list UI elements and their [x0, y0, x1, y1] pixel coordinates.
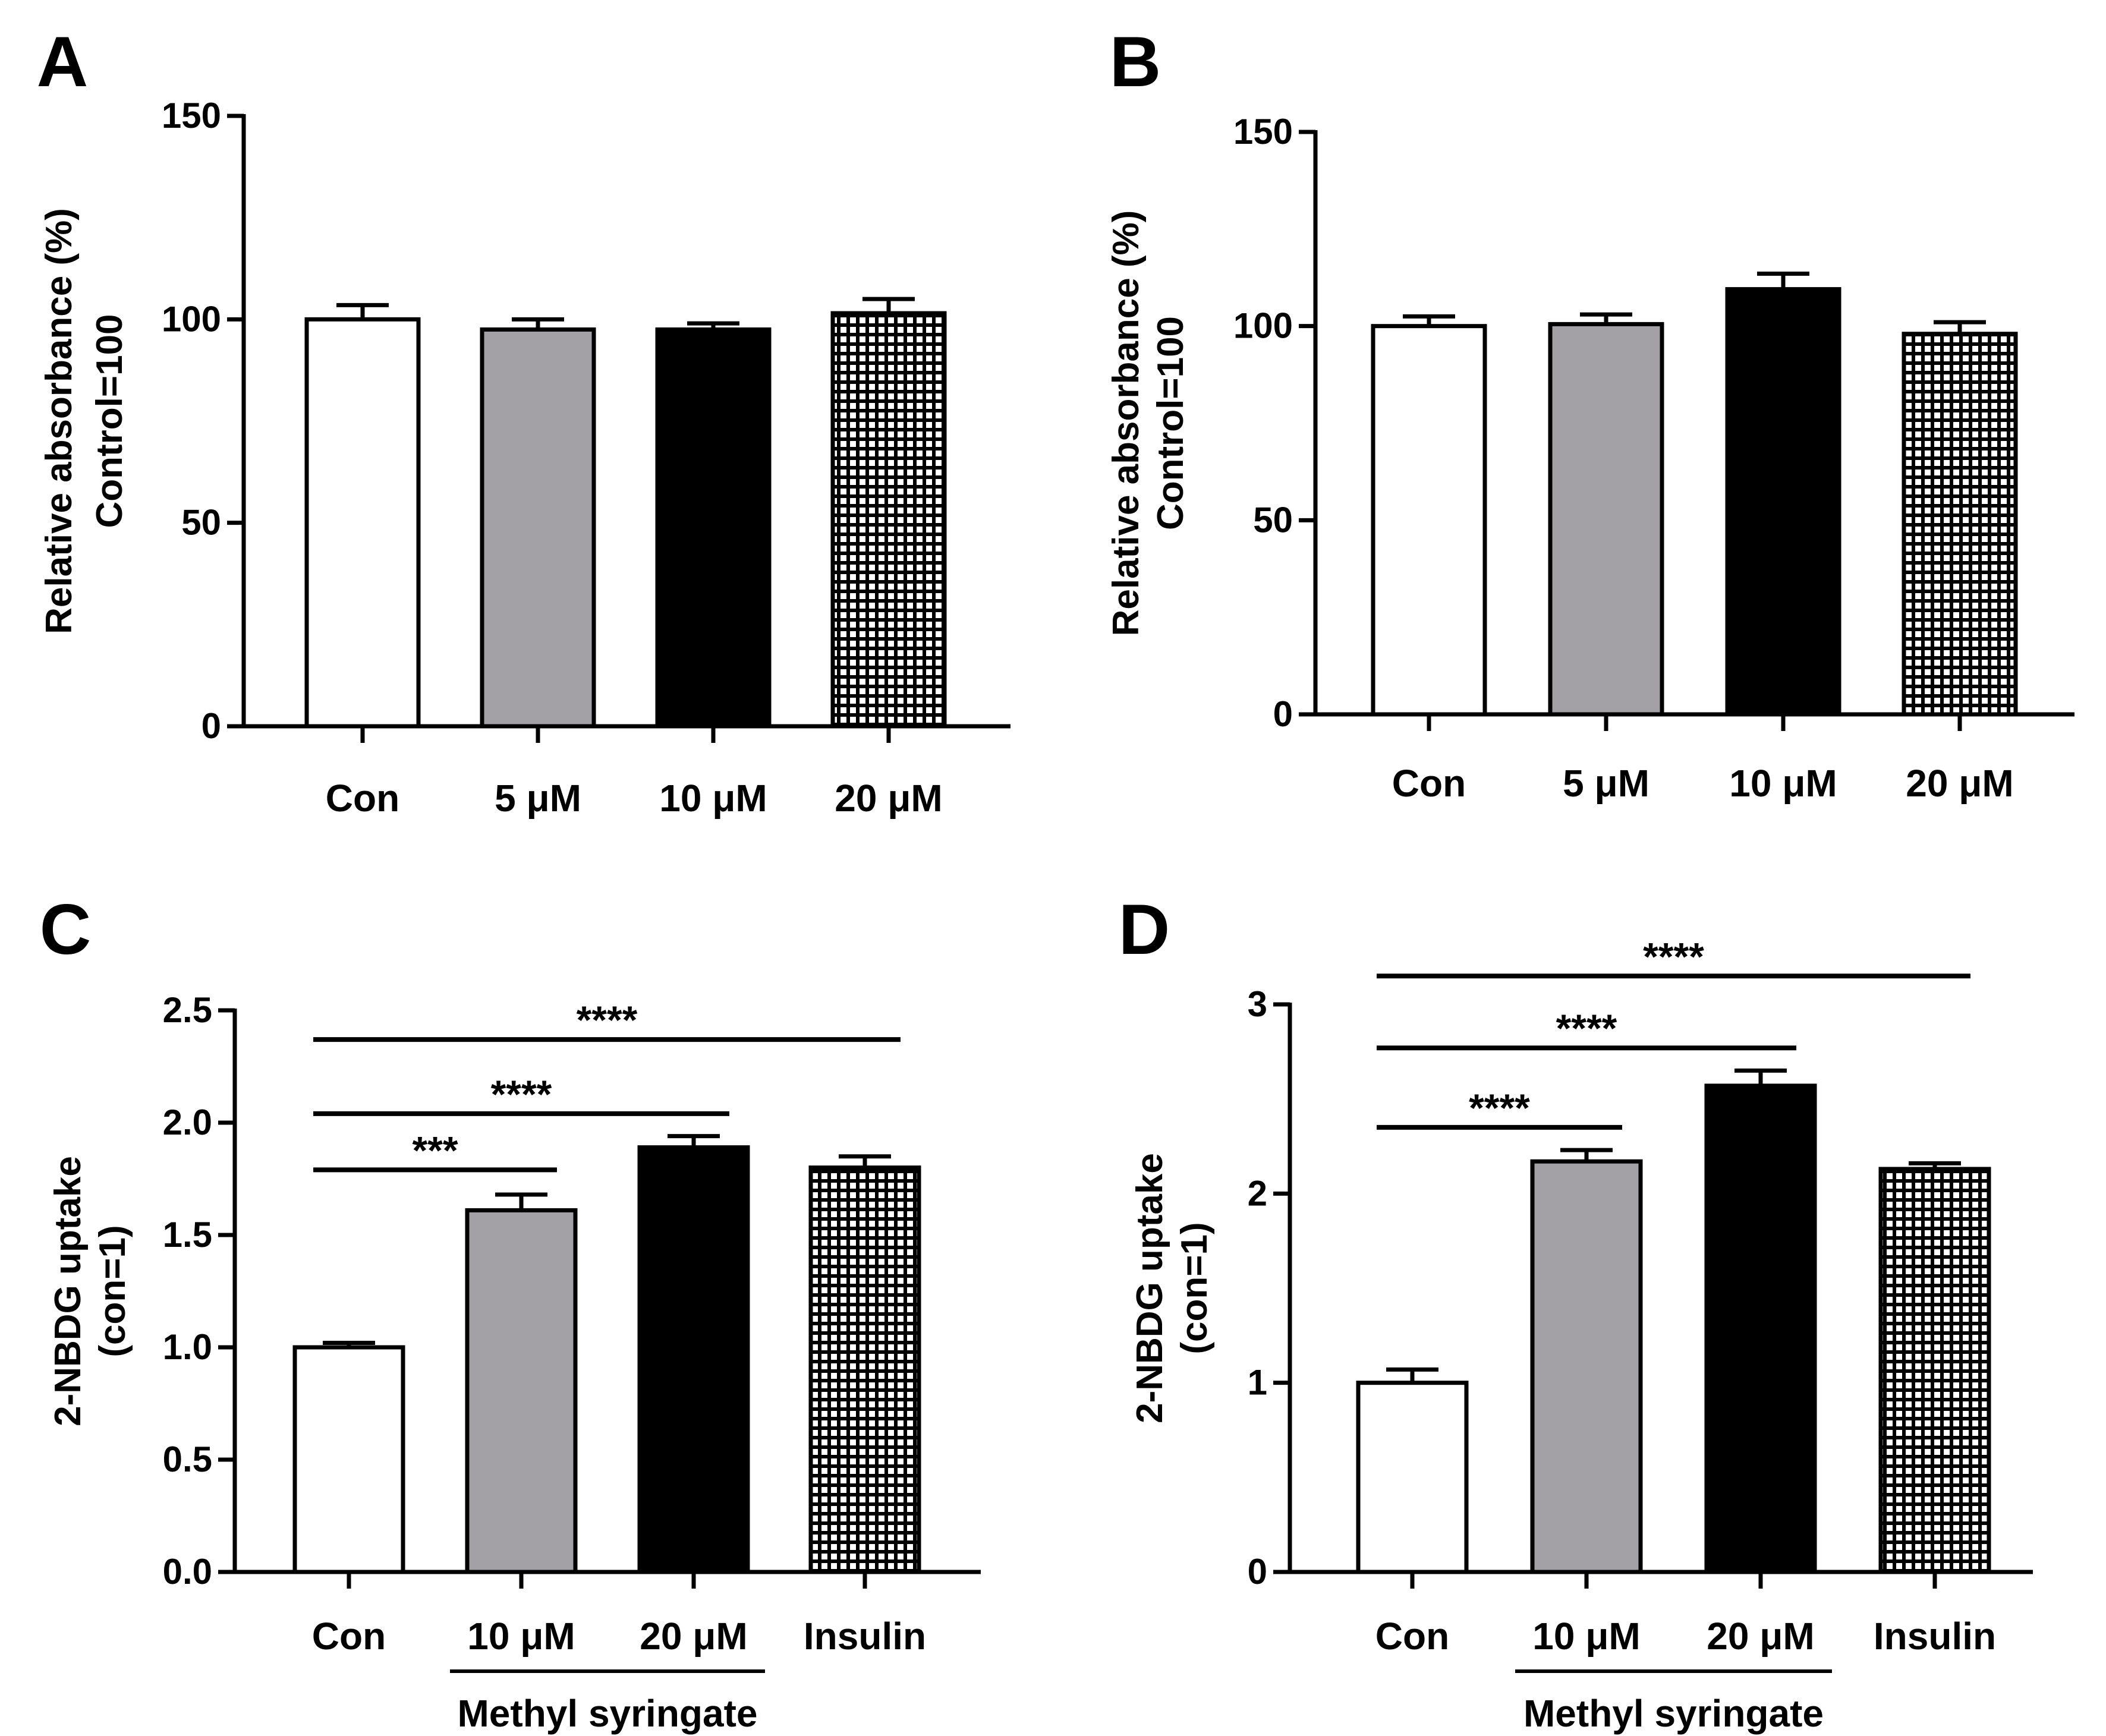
bar: [1371, 324, 1487, 717]
y-tick-label: 2: [1248, 1173, 1267, 1213]
x-tick-label: 20 μM: [1906, 762, 2013, 805]
x-tick-label: 5 μM: [1563, 762, 1649, 805]
y-axis-title-line2: (con=1): [92, 1225, 133, 1357]
bar: [1878, 1167, 1991, 1574]
significance-label: ****: [1469, 1086, 1530, 1130]
x-tick-label: 10 μM: [467, 1615, 575, 1658]
panel-a: A Relative absorbance (%) Control=100 0 50 10…: [37, 22, 1010, 820]
y-tick-label: 100: [162, 299, 221, 339]
y-tick-label: 100: [1233, 306, 1293, 346]
y-tick-label: 0: [1273, 694, 1293, 734]
y-tick-label: 2.5: [163, 990, 212, 1030]
y-tick-label: 1.5: [163, 1215, 212, 1255]
panel-c: C 2-NBDG uptake (con=1) 0.0 0.5 1.0 1.5 2.0 2.5 C…: [40, 890, 981, 1735]
y-axis-title-line2: (con=1): [1174, 1222, 1215, 1354]
y-tick-label: 0: [202, 706, 221, 746]
bar: [1725, 287, 1841, 717]
significance-label: ****: [1556, 1006, 1617, 1050]
panel-d: D 2-NBDG uptake (con=1) 0 1 2 3 Con 10 μM 20 μM In…: [1119, 890, 2033, 1735]
bar: [1530, 1159, 1643, 1574]
panel-label: C: [40, 890, 92, 969]
x-tick-label: 20 μM: [640, 1615, 747, 1658]
bar: [808, 1165, 921, 1574]
bar: [1704, 1083, 1817, 1574]
bar: [655, 327, 772, 729]
bar: [304, 317, 421, 729]
significance-label: ****: [491, 1072, 552, 1116]
x-tick-label: Insulin: [1874, 1615, 1996, 1658]
y-axis-title-line1: Relative absorbance (%): [39, 208, 80, 634]
group-label: Methyl syringate: [457, 1692, 757, 1735]
bar: [1356, 1381, 1469, 1574]
x-tick-label: 20 μM: [1707, 1615, 1814, 1658]
bar: [292, 1345, 405, 1574]
y-tick-label: 0.0: [163, 1552, 212, 1592]
x-tick-label: 10 μM: [659, 777, 767, 820]
significance-label: ****: [577, 998, 638, 1042]
x-tick-label: 20 μM: [835, 777, 942, 820]
bar: [830, 311, 947, 729]
x-tick-label: Con: [326, 777, 399, 820]
panel-label: B: [1110, 22, 1161, 102]
y-tick-label: 1: [1248, 1363, 1267, 1403]
x-tick-label: 5 μM: [495, 777, 581, 820]
panel-b: B Relative absorbance (%) Control=100 0 50 10…: [1106, 22, 2074, 805]
panel-label: D: [1119, 890, 1170, 969]
y-tick-label: 150: [162, 96, 221, 136]
y-tick-label: 3: [1248, 984, 1267, 1024]
x-tick-label: 10 μM: [1532, 1615, 1640, 1658]
bar: [1548, 322, 1664, 717]
bar: [637, 1145, 750, 1574]
y-tick-label: 50: [181, 503, 221, 543]
x-tick-label: 10 μM: [1729, 762, 1837, 805]
y-tick-label: 50: [1253, 500, 1293, 540]
bar: [480, 327, 596, 729]
y-tick-label: 0: [1248, 1552, 1267, 1592]
bar: [1902, 332, 2018, 717]
y-tick-label: 150: [1233, 112, 1293, 152]
y-tick-label: 2.0: [163, 1102, 212, 1142]
bar: [465, 1208, 578, 1574]
y-axis-title-line2: Control=100: [89, 314, 130, 528]
y-axis-title-line2: Control=100: [1150, 316, 1191, 530]
group-label: Methyl syringate: [1523, 1692, 1824, 1735]
y-tick-label: 1.0: [163, 1327, 212, 1367]
y-axis-title-line1: 2-NBDG uptake: [48, 1156, 89, 1426]
y-axis-title-line1: 2-NBDG uptake: [1129, 1153, 1170, 1423]
significance-label: ****: [1643, 934, 1704, 978]
x-tick-label: Con: [1375, 1615, 1449, 1658]
x-tick-label: Insulin: [804, 1615, 926, 1658]
y-axis-title-line1: Relative absorbance (%): [1106, 210, 1147, 637]
x-tick-label: Con: [312, 1615, 386, 1658]
x-tick-label: Con: [1392, 762, 1466, 805]
y-tick-label: 0.5: [163, 1439, 212, 1479]
significance-label: ***: [412, 1128, 458, 1172]
panel-label: A: [37, 22, 89, 102]
